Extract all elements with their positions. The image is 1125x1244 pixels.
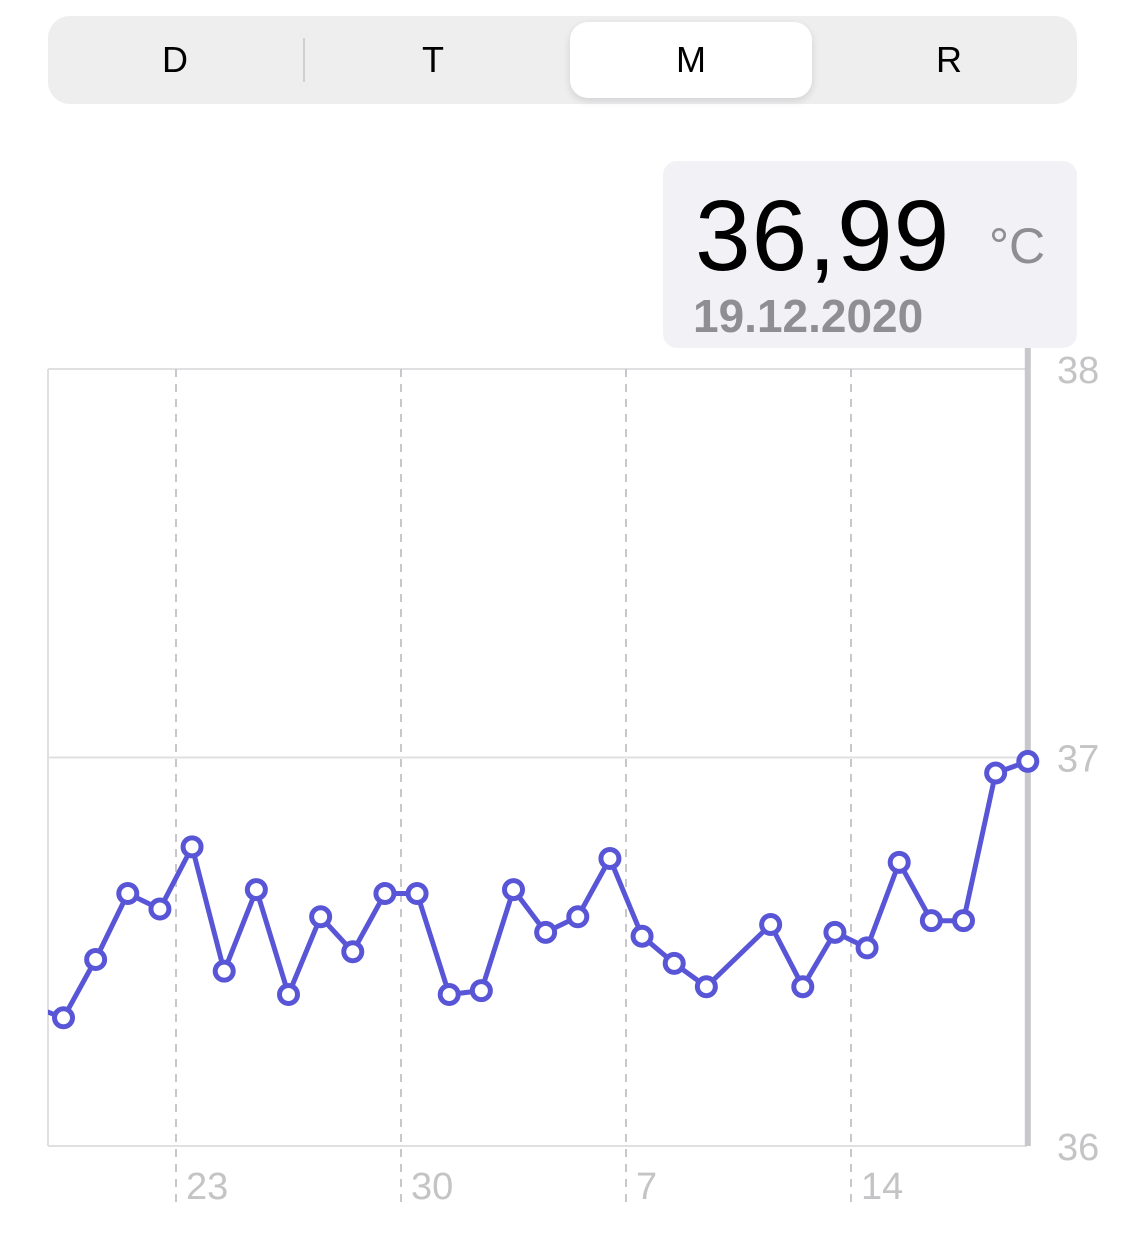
data-point — [791, 975, 815, 999]
data-point — [534, 920, 558, 944]
data-point — [630, 924, 654, 948]
series-line — [48, 759, 1029, 1021]
data-point — [84, 948, 108, 972]
data-point — [341, 940, 365, 964]
segment-day[interactable]: D — [162, 39, 188, 80]
data-point — [277, 982, 300, 1006]
data-point — [373, 881, 397, 905]
y-tick-label: 36 — [1057, 1127, 1099, 1169]
data-point — [116, 881, 140, 905]
data-point — [212, 959, 236, 983]
data-point — [180, 835, 204, 859]
unit-label: °C — [989, 218, 1046, 274]
data-point — [855, 936, 879, 960]
x-tick-label: 30 — [411, 1166, 453, 1208]
data-point — [759, 913, 783, 937]
x-tick-label: 14 — [861, 1166, 903, 1208]
selected-value: 36,99 — [695, 180, 951, 292]
data-point — [919, 909, 943, 933]
data-point — [952, 909, 975, 933]
data-point — [244, 878, 268, 902]
segment-week[interactable]: T — [422, 39, 444, 80]
data-point — [52, 1006, 75, 1030]
data-point — [566, 905, 590, 929]
data-point — [662, 951, 686, 975]
data-point — [309, 905, 333, 929]
data-point — [598, 847, 622, 871]
segment-divider — [303, 38, 305, 82]
x-tick-label: 7 — [636, 1166, 657, 1208]
data-point — [437, 982, 461, 1006]
data-point — [1016, 749, 1040, 773]
data-point — [694, 975, 718, 999]
segment-month[interactable]: M — [570, 22, 812, 98]
data-point — [22, 997, 40, 1015]
y-tick-label: 37 — [1057, 739, 1099, 781]
y-tick-label: 38 — [1057, 350, 1099, 392]
data-point — [405, 881, 429, 905]
data-point — [469, 979, 493, 1003]
selected-value-callout: 36,99 °C 19.12.2020 — [663, 161, 1077, 348]
period-segmented-control: D T M R — [48, 16, 1077, 104]
segment-year[interactable]: R — [936, 39, 962, 80]
data-point — [148, 897, 172, 921]
data-point — [502, 878, 525, 902]
x-tick-label: 23 — [186, 1166, 228, 1208]
data-point — [887, 850, 911, 874]
selected-date: 19.12.2020 — [693, 290, 924, 342]
data-point — [984, 761, 1008, 785]
data-point — [823, 920, 847, 944]
